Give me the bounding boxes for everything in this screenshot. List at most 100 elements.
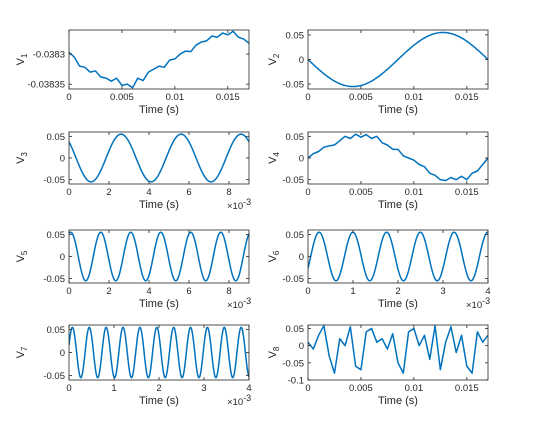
x-tick-label: 0.015 [455, 383, 479, 394]
x-tick-label: 0.005 [349, 383, 373, 394]
x-tick-label: 4 [146, 286, 151, 297]
x-tick-label: 0.01 [405, 383, 424, 394]
y-tick-label: 0 [60, 154, 65, 165]
series-line-8 [308, 325, 488, 374]
x-tick-label: 2 [156, 383, 161, 394]
x-tick-label: 2 [106, 187, 111, 198]
y-tick-label: 0.05 [286, 230, 305, 241]
x-tick-label: 6 [186, 286, 191, 297]
x-axis-label: Time (s) [378, 395, 418, 407]
x-tick-label: 0 [66, 187, 71, 198]
x-tick-label: 3 [440, 286, 445, 297]
x-tick-label: 4 [146, 187, 151, 198]
y-tick-label: 0.05 [286, 132, 305, 143]
y-tick-label: -0.05 [43, 371, 65, 382]
y-tick-label: -0.05 [282, 274, 304, 285]
subplot-1: 0 0.005 0.01 0.015 -0.0383 -0.03835 Time (s) V1 [15, 29, 250, 116]
x-tick-label: 8 [226, 286, 231, 297]
x-tick-label: 0 [305, 92, 310, 103]
x-tick-label: 0 [66, 286, 71, 297]
y-tick-label: -0.05 [43, 274, 65, 285]
y-axis-label: V1 [15, 53, 29, 65]
y-tick-label: 0.05 [47, 230, 66, 241]
y-tick-label: 0 [299, 55, 304, 66]
y-tick-label: 0.05 [47, 132, 66, 143]
x-tick-label: 0.015 [455, 187, 479, 198]
x-tick-label: 0.005 [349, 92, 373, 103]
y-tick-label: -0.05 [282, 80, 304, 91]
series-line-3 [69, 133, 249, 183]
y-tick-label: -0.05 [282, 175, 304, 186]
x-tick-label: 0.015 [216, 92, 240, 103]
x-axis-label: Time (s) [139, 298, 179, 310]
x-tick-label: 0.01 [405, 187, 424, 198]
x-tick-label: 0.01 [166, 92, 185, 103]
y-tick-label: -0.05 [43, 175, 65, 186]
axes-box [307, 324, 489, 381]
x-tick-label: 3 [201, 383, 206, 394]
x-axis-label: Time (s) [378, 298, 418, 310]
x-axis-label: Time (s) [139, 104, 179, 116]
x-tick-label: 0.005 [110, 92, 134, 103]
subplot-8: 0 0.005 0.01 0.015 0.05 0 -0.05 -0.1 Time (s) V8 [267, 324, 489, 407]
x-tick-label: 0 [305, 383, 310, 394]
y-axis-label: V4 [267, 152, 281, 164]
y-tick-label: 0 [299, 341, 304, 352]
y-tick-label: 0.05 [286, 30, 305, 41]
y-axis-label: V3 [15, 152, 29, 164]
y-tick-label: -0.03835 [27, 80, 65, 91]
series-line-2 [308, 31, 488, 88]
x-axis-label: Time (s) [378, 199, 418, 211]
x-tick-label: 0 [305, 187, 310, 198]
y-axis-label: V5 [15, 250, 29, 262]
y-axis-label: V7 [15, 346, 29, 358]
x-tick-label: 8 [226, 187, 231, 198]
y-axis-label: V2 [267, 53, 281, 65]
axes-box [68, 131, 250, 185]
x-tick-label: 2 [395, 286, 400, 297]
series-line-5 [69, 231, 249, 282]
y-tick-label: 0.05 [47, 325, 66, 336]
x-tick-label: 0 [66, 92, 71, 103]
x-tick-label: 4 [246, 383, 251, 394]
y-tick-label: 0 [60, 348, 65, 359]
y-tick-label: -0.05 [282, 358, 304, 369]
series-line-1 [69, 30, 249, 89]
series-line-4 [308, 133, 488, 182]
axes-box [68, 29, 250, 90]
y-tick-label: 0.05 [286, 324, 305, 335]
x-tick-label: 0.015 [455, 92, 479, 103]
series-line-7 [69, 326, 249, 379]
x-exponent-label: ×10-3 [227, 393, 251, 408]
x-tick-label: 2 [106, 286, 111, 297]
x-tick-label: 0.01 [405, 92, 424, 103]
x-tick-label: 6 [186, 187, 191, 198]
y-axis-label: V8 [267, 346, 281, 358]
series-line-6 [308, 231, 488, 282]
x-tick-label: 4 [485, 286, 490, 297]
y-tick-label: -0.0383 [33, 50, 65, 61]
x-tick-label: 1 [350, 286, 355, 297]
x-exponent-label: ×10-3 [227, 296, 251, 311]
y-tick-label: 0 [299, 252, 304, 263]
x-tick-label: 0 [305, 286, 310, 297]
y-tick-label: -0.1 [288, 376, 304, 387]
x-tick-label: 1 [111, 383, 116, 394]
axes-box [68, 229, 250, 284]
x-tick-label: 0.005 [349, 187, 373, 198]
y-axis-label: V6 [267, 250, 281, 262]
x-axis-label: Time (s) [139, 199, 179, 211]
y-tick-label: 0 [299, 154, 304, 165]
x-axis-label: Time (s) [378, 104, 418, 116]
x-exponent-label: ×10-3 [466, 296, 490, 311]
x-tick-label: 0 [66, 383, 71, 394]
x-exponent-label: ×10-3 [227, 197, 251, 212]
y-tick-label: 0 [60, 252, 65, 263]
